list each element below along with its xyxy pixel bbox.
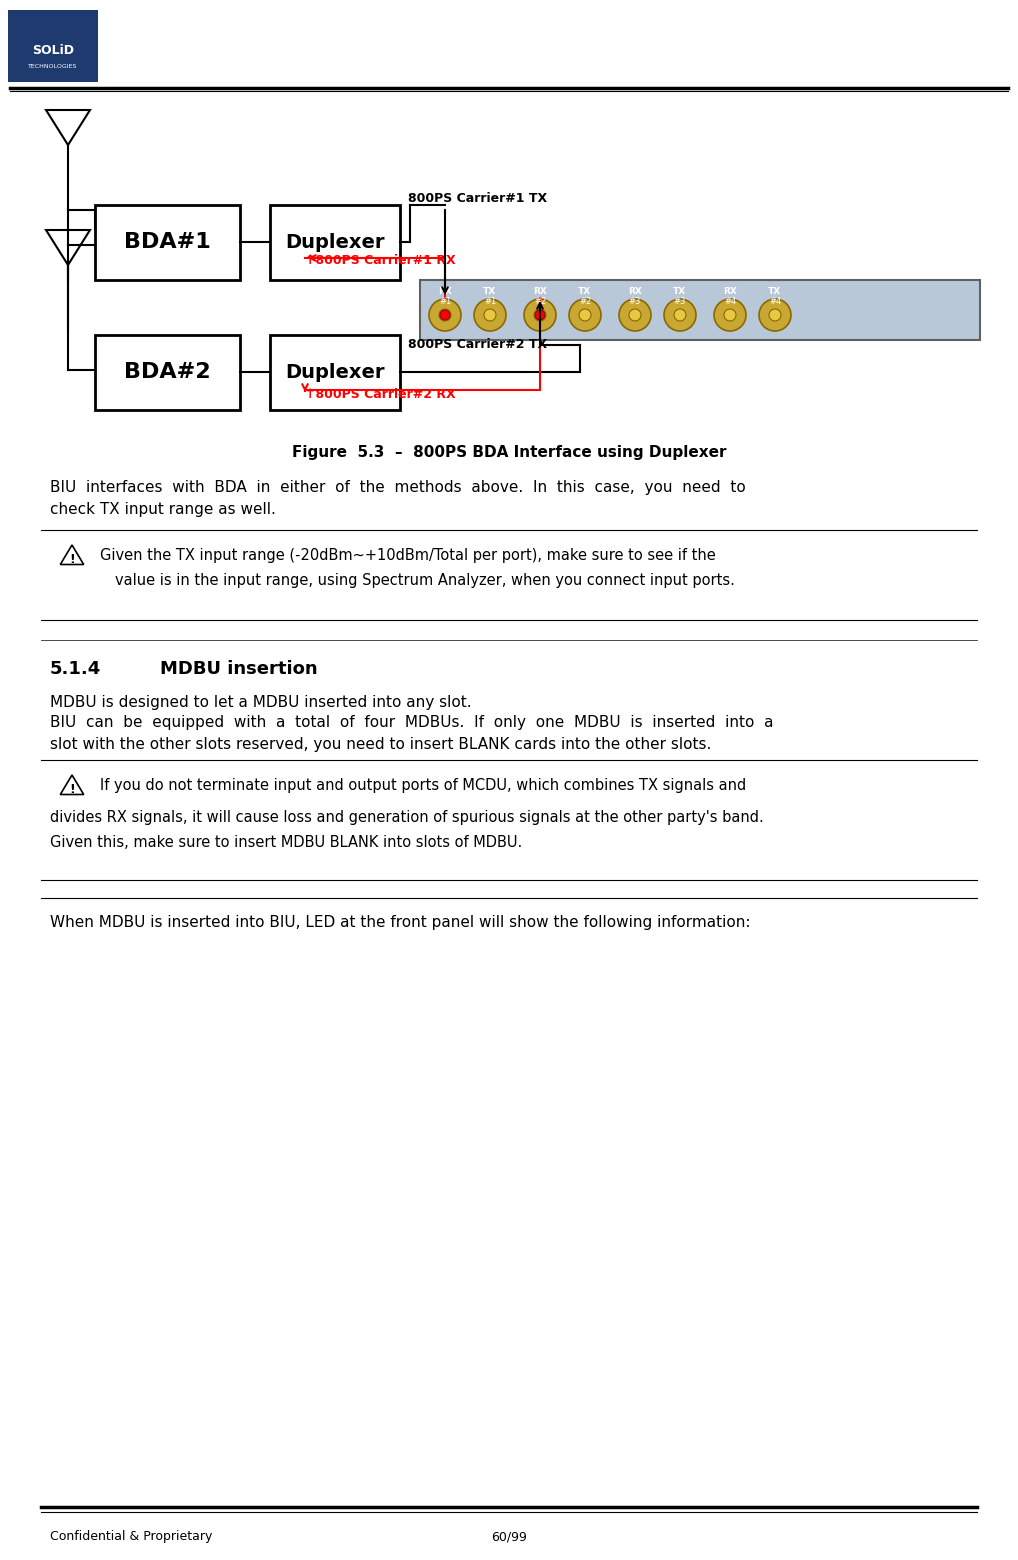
Text: Given the TX input range (-20dBm~+10dBm/Total per port), make sure to see if the: Given the TX input range (-20dBm~+10dBm/… — [100, 548, 716, 563]
Circle shape — [484, 309, 496, 321]
Bar — [95, 204, 240, 279]
Text: !: ! — [69, 783, 75, 796]
Text: #2: #2 — [579, 298, 591, 306]
Text: When MDBU is inserted into BIU, LED at the front panel will show the following i: When MDBU is inserted into BIU, LED at t… — [50, 916, 750, 930]
Text: Duplexer: Duplexer — [285, 363, 385, 382]
Text: value is in the input range, using Spectrum Analyzer, when you connect input por: value is in the input range, using Spect… — [115, 573, 735, 588]
Circle shape — [664, 300, 696, 331]
Text: TX: TX — [484, 287, 497, 296]
Text: RX: RX — [533, 287, 547, 296]
Bar — [420, 279, 980, 340]
Circle shape — [714, 300, 746, 331]
Text: #3: #3 — [674, 298, 686, 306]
Circle shape — [619, 300, 651, 331]
Circle shape — [674, 309, 686, 321]
Text: RX: RX — [723, 287, 737, 296]
Circle shape — [579, 309, 591, 321]
Text: TX: TX — [578, 287, 591, 296]
Text: !: ! — [69, 552, 75, 566]
Circle shape — [569, 300, 601, 331]
Text: SOLiD: SOLiD — [32, 44, 74, 56]
Text: If you do not terminate input and output ports of MCDU, which combines TX signal: If you do not terminate input and output… — [100, 778, 746, 792]
Text: RX: RX — [628, 287, 642, 296]
Text: BDA#2: BDA#2 — [124, 362, 211, 382]
Circle shape — [524, 300, 556, 331]
Circle shape — [769, 309, 781, 321]
Circle shape — [535, 310, 545, 320]
Text: slot with the other slots reserved, you need to insert BLANK cards into the othe: slot with the other slots reserved, you … — [50, 736, 712, 752]
Text: #2: #2 — [533, 298, 546, 306]
Text: RX: RX — [438, 287, 452, 296]
Circle shape — [440, 310, 450, 320]
Text: ↑800PS Carrier#1 RX: ↑800PS Carrier#1 RX — [305, 253, 456, 267]
Text: #1: #1 — [484, 298, 496, 306]
Text: Duplexer: Duplexer — [285, 232, 385, 253]
Circle shape — [534, 309, 546, 321]
Text: Given this, make sure to insert MDBU BLANK into slots of MDBU.: Given this, make sure to insert MDBU BLA… — [50, 835, 522, 850]
Bar — [270, 204, 400, 279]
Circle shape — [629, 309, 641, 321]
Text: 60/99: 60/99 — [491, 1530, 527, 1543]
Text: 800PS Carrier#2 TX: 800PS Carrier#2 TX — [408, 339, 547, 351]
Circle shape — [759, 300, 791, 331]
Text: #4: #4 — [724, 298, 736, 306]
Text: BIU  can  be  equipped  with  a  total  of  four  MDBUs.  If  only  one  MDBU  i: BIU can be equipped with a total of four… — [50, 714, 774, 730]
Text: TECHNOLOGIES: TECHNOLOGIES — [29, 64, 77, 69]
Circle shape — [724, 309, 736, 321]
Text: TX: TX — [673, 287, 686, 296]
Text: ↑800PS Carrier#2 RX: ↑800PS Carrier#2 RX — [305, 388, 456, 401]
Text: 800PS Carrier#1 TX: 800PS Carrier#1 TX — [408, 192, 547, 204]
Text: MDBU is designed to let a MDBU inserted into any slot.: MDBU is designed to let a MDBU inserted … — [50, 696, 471, 710]
Text: Confidential & Proprietary: Confidential & Proprietary — [50, 1530, 213, 1543]
Text: BIU  interfaces  with  BDA  in  either  of  the  methods  above.  In  this  case: BIU interfaces with BDA in either of the… — [50, 480, 746, 495]
Circle shape — [429, 300, 461, 331]
Text: check TX input range as well.: check TX input range as well. — [50, 502, 276, 516]
Text: Figure  5.3  –  800PS BDA Interface using Duplexer: Figure 5.3 – 800PS BDA Interface using D… — [292, 446, 726, 460]
Text: BDA#1: BDA#1 — [124, 232, 211, 253]
Text: #4: #4 — [769, 298, 781, 306]
Bar — [270, 335, 400, 410]
Text: MDBU insertion: MDBU insertion — [160, 660, 318, 679]
Bar — [8, 9, 98, 83]
Circle shape — [439, 309, 451, 321]
Text: divides RX signals, it will cause loss and generation of spurious signals at the: divides RX signals, it will cause loss a… — [50, 810, 764, 825]
Text: TX: TX — [769, 287, 782, 296]
Circle shape — [474, 300, 506, 331]
Bar — [95, 335, 240, 410]
Text: #1: #1 — [439, 298, 451, 306]
Text: #3: #3 — [629, 298, 641, 306]
Text: 5.1.4: 5.1.4 — [50, 660, 101, 679]
